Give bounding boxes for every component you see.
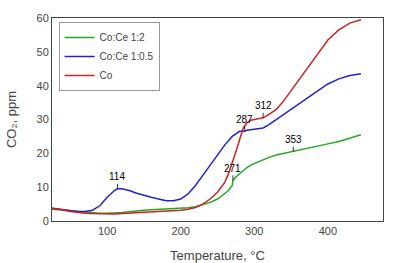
svg-text:287: 287 <box>236 114 253 125</box>
svg-text:353: 353 <box>285 134 302 145</box>
svg-text:60: 60 <box>37 12 49 24</box>
svg-text:400: 400 <box>319 225 337 237</box>
svg-text:40: 40 <box>37 80 49 92</box>
svg-text:300: 300 <box>245 225 263 237</box>
svg-text:Co:Ce 1:0.5: Co:Ce 1:0.5 <box>100 51 154 62</box>
svg-text:312: 312 <box>255 100 272 111</box>
svg-text:10: 10 <box>37 181 49 193</box>
svg-text:200: 200 <box>172 225 190 237</box>
svg-text:100: 100 <box>98 225 116 237</box>
svg-text:0: 0 <box>43 215 49 227</box>
svg-text:114: 114 <box>109 171 125 182</box>
svg-text:271: 271 <box>224 163 241 174</box>
svg-text:20: 20 <box>37 147 49 159</box>
svg-text:Co:Ce 1:2: Co:Ce 1:2 <box>100 32 145 43</box>
svg-text:Temperature, °C: Temperature, °C <box>170 248 265 263</box>
svg-text:50: 50 <box>37 46 49 58</box>
svg-text:Co: Co <box>100 70 113 81</box>
svg-text:30: 30 <box>37 113 49 125</box>
svg-text:CO₂, ppm: CO₂, ppm <box>4 91 19 148</box>
